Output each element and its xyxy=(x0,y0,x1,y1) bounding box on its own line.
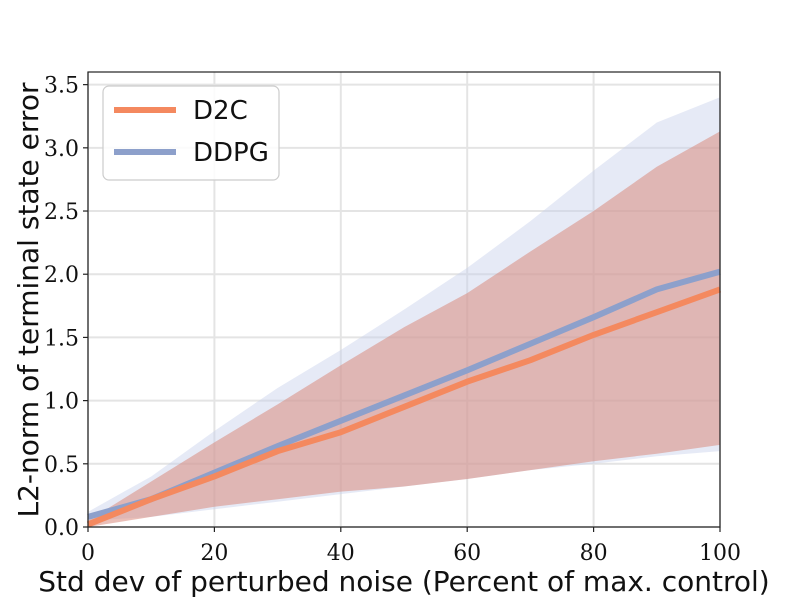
x-tick-label: 80 xyxy=(580,541,608,566)
legend-label-d2c: D2C xyxy=(193,96,248,126)
y-tick-label: 2.0 xyxy=(44,263,79,288)
band-d2c xyxy=(88,131,720,527)
y-axis-title: L2-norm of terminal state error xyxy=(12,82,45,517)
confidence-bands xyxy=(88,97,720,527)
y-tick-label: 1.0 xyxy=(44,390,79,415)
y-tick-label: 1.5 xyxy=(44,326,79,351)
x-tick-label: 40 xyxy=(327,541,355,566)
y-tick-label: 0.5 xyxy=(44,453,79,478)
y-axis-ticks: 0.0 0.5 1.0 1.5 2.0 2.5 3.0 3.5 xyxy=(44,74,88,541)
x-tick-label: 0 xyxy=(81,541,95,566)
y-tick-label: 2.5 xyxy=(44,200,79,225)
y-tick-label: 3.5 xyxy=(44,74,79,99)
legend: D2C DDPG xyxy=(102,85,280,181)
y-tick-label: 3.0 xyxy=(44,137,79,162)
x-tick-label: 20 xyxy=(200,541,228,566)
y-tick-label: 0.0 xyxy=(44,516,79,541)
x-axis-title: Std dev of perturbed noise (Percent of m… xyxy=(38,565,769,598)
x-tick-label: 100 xyxy=(699,541,741,566)
line-d2c xyxy=(86,286,722,528)
x-tick-label: 60 xyxy=(453,541,481,566)
legend-label-ddpg: DDPG xyxy=(193,138,269,168)
x-axis-ticks: 0 20 40 60 80 100 xyxy=(81,527,741,566)
series-lines xyxy=(86,268,722,528)
plot-frame xyxy=(87,71,721,528)
